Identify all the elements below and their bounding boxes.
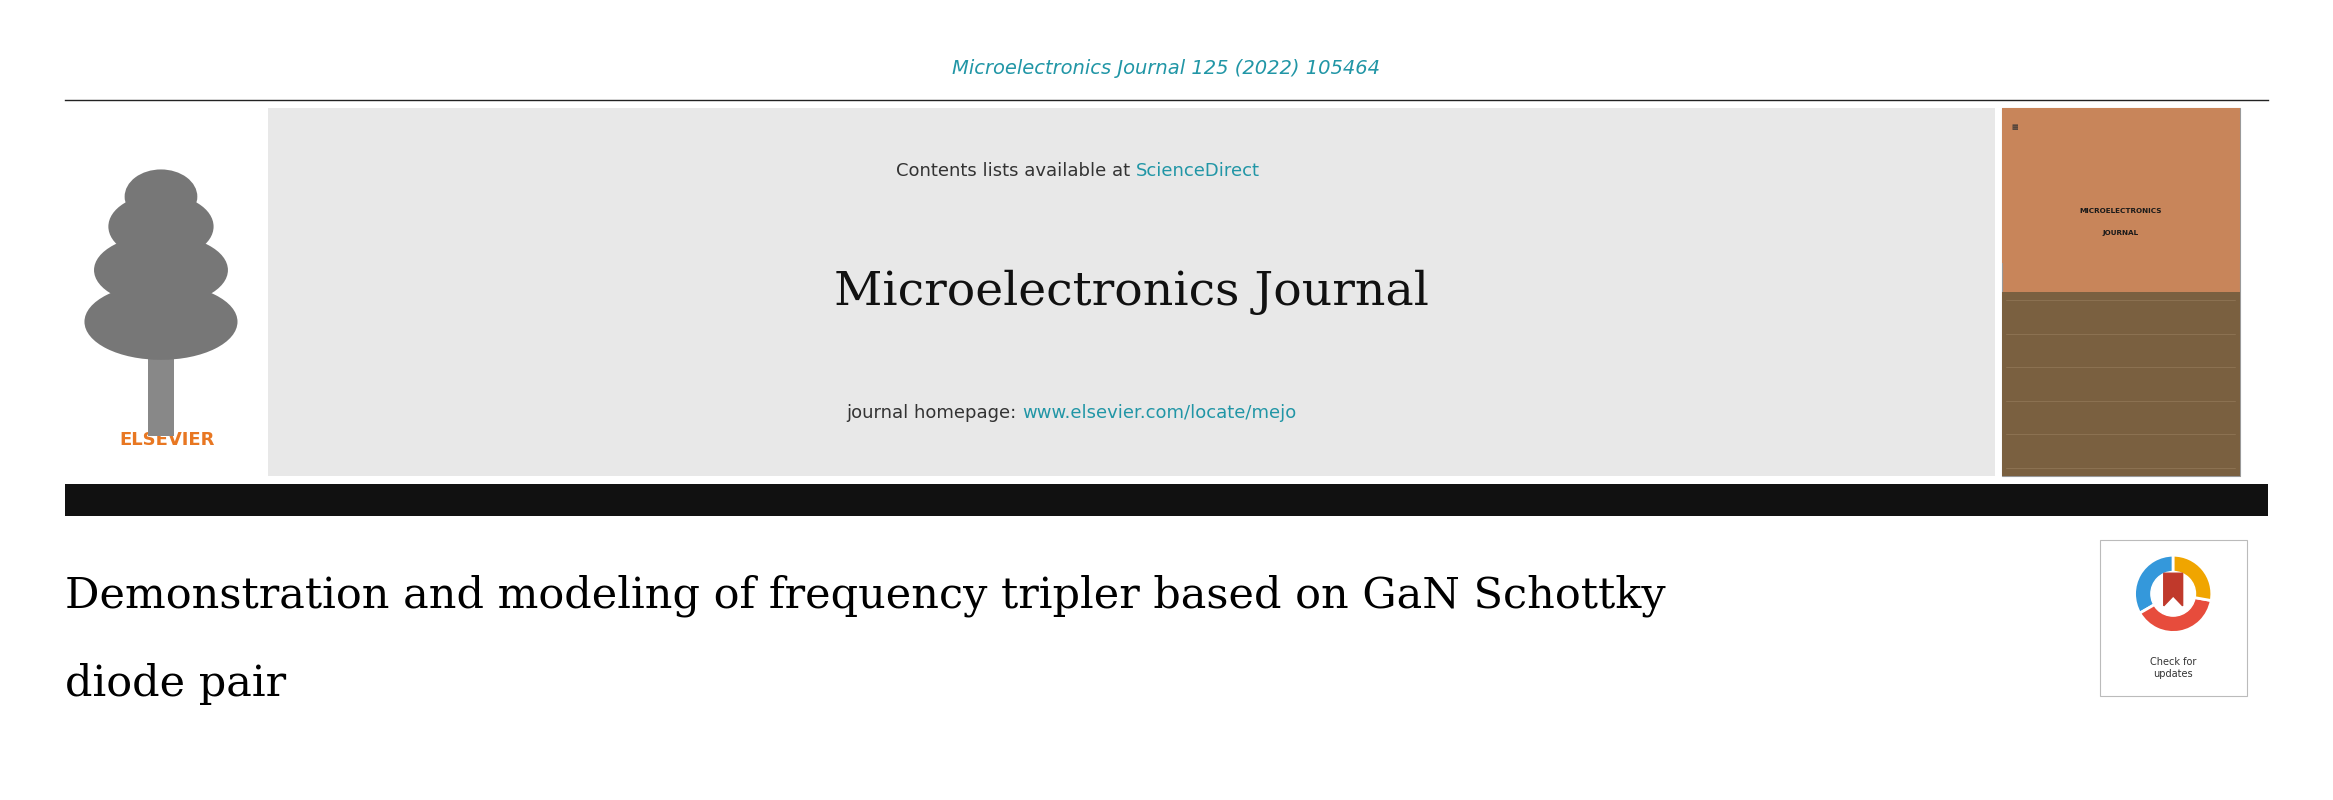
Ellipse shape (84, 284, 238, 360)
Text: diode pair: diode pair (65, 663, 287, 705)
Bar (147, 341, 175, 436)
Polygon shape (2163, 574, 2184, 606)
Bar (65, 108, 268, 476)
Bar (2002, 108, 2240, 476)
Text: Demonstration and modeling of frequency tripler based on GaN Schottky: Demonstration and modeling of frequency … (65, 574, 1666, 618)
Text: Microelectronics Journal: Microelectronics Journal (835, 270, 1428, 314)
Text: journal homepage:: journal homepage: (847, 405, 1022, 422)
Bar (2002, 292, 2240, 476)
Wedge shape (2139, 594, 2212, 633)
Bar (2100, 540, 2247, 696)
Bar (2002, 108, 2240, 262)
Ellipse shape (107, 194, 215, 259)
Text: JOURNAL: JOURNAL (2102, 230, 2139, 236)
Text: Check for
updates: Check for updates (2151, 657, 2195, 679)
Ellipse shape (124, 170, 198, 224)
Text: Contents lists available at: Contents lists available at (896, 162, 1136, 179)
Text: www.elsevier.com/locate/mejo: www.elsevier.com/locate/mejo (1022, 405, 1297, 422)
Wedge shape (2174, 555, 2212, 601)
Text: MICROELECTRONICS: MICROELECTRONICS (2079, 208, 2163, 214)
Bar (268, 108, 1995, 476)
Text: Microelectronics Journal 125 (2022) 105464: Microelectronics Journal 125 (2022) 1054… (952, 58, 1381, 78)
Text: ScienceDirect: ScienceDirect (1136, 162, 1260, 179)
Wedge shape (2135, 555, 2174, 613)
Text: ELSEVIER: ELSEVIER (119, 431, 215, 449)
Text: ▦: ▦ (2011, 124, 2018, 130)
Ellipse shape (93, 234, 229, 306)
Bar (65, 484, 2268, 516)
Circle shape (2151, 571, 2195, 616)
